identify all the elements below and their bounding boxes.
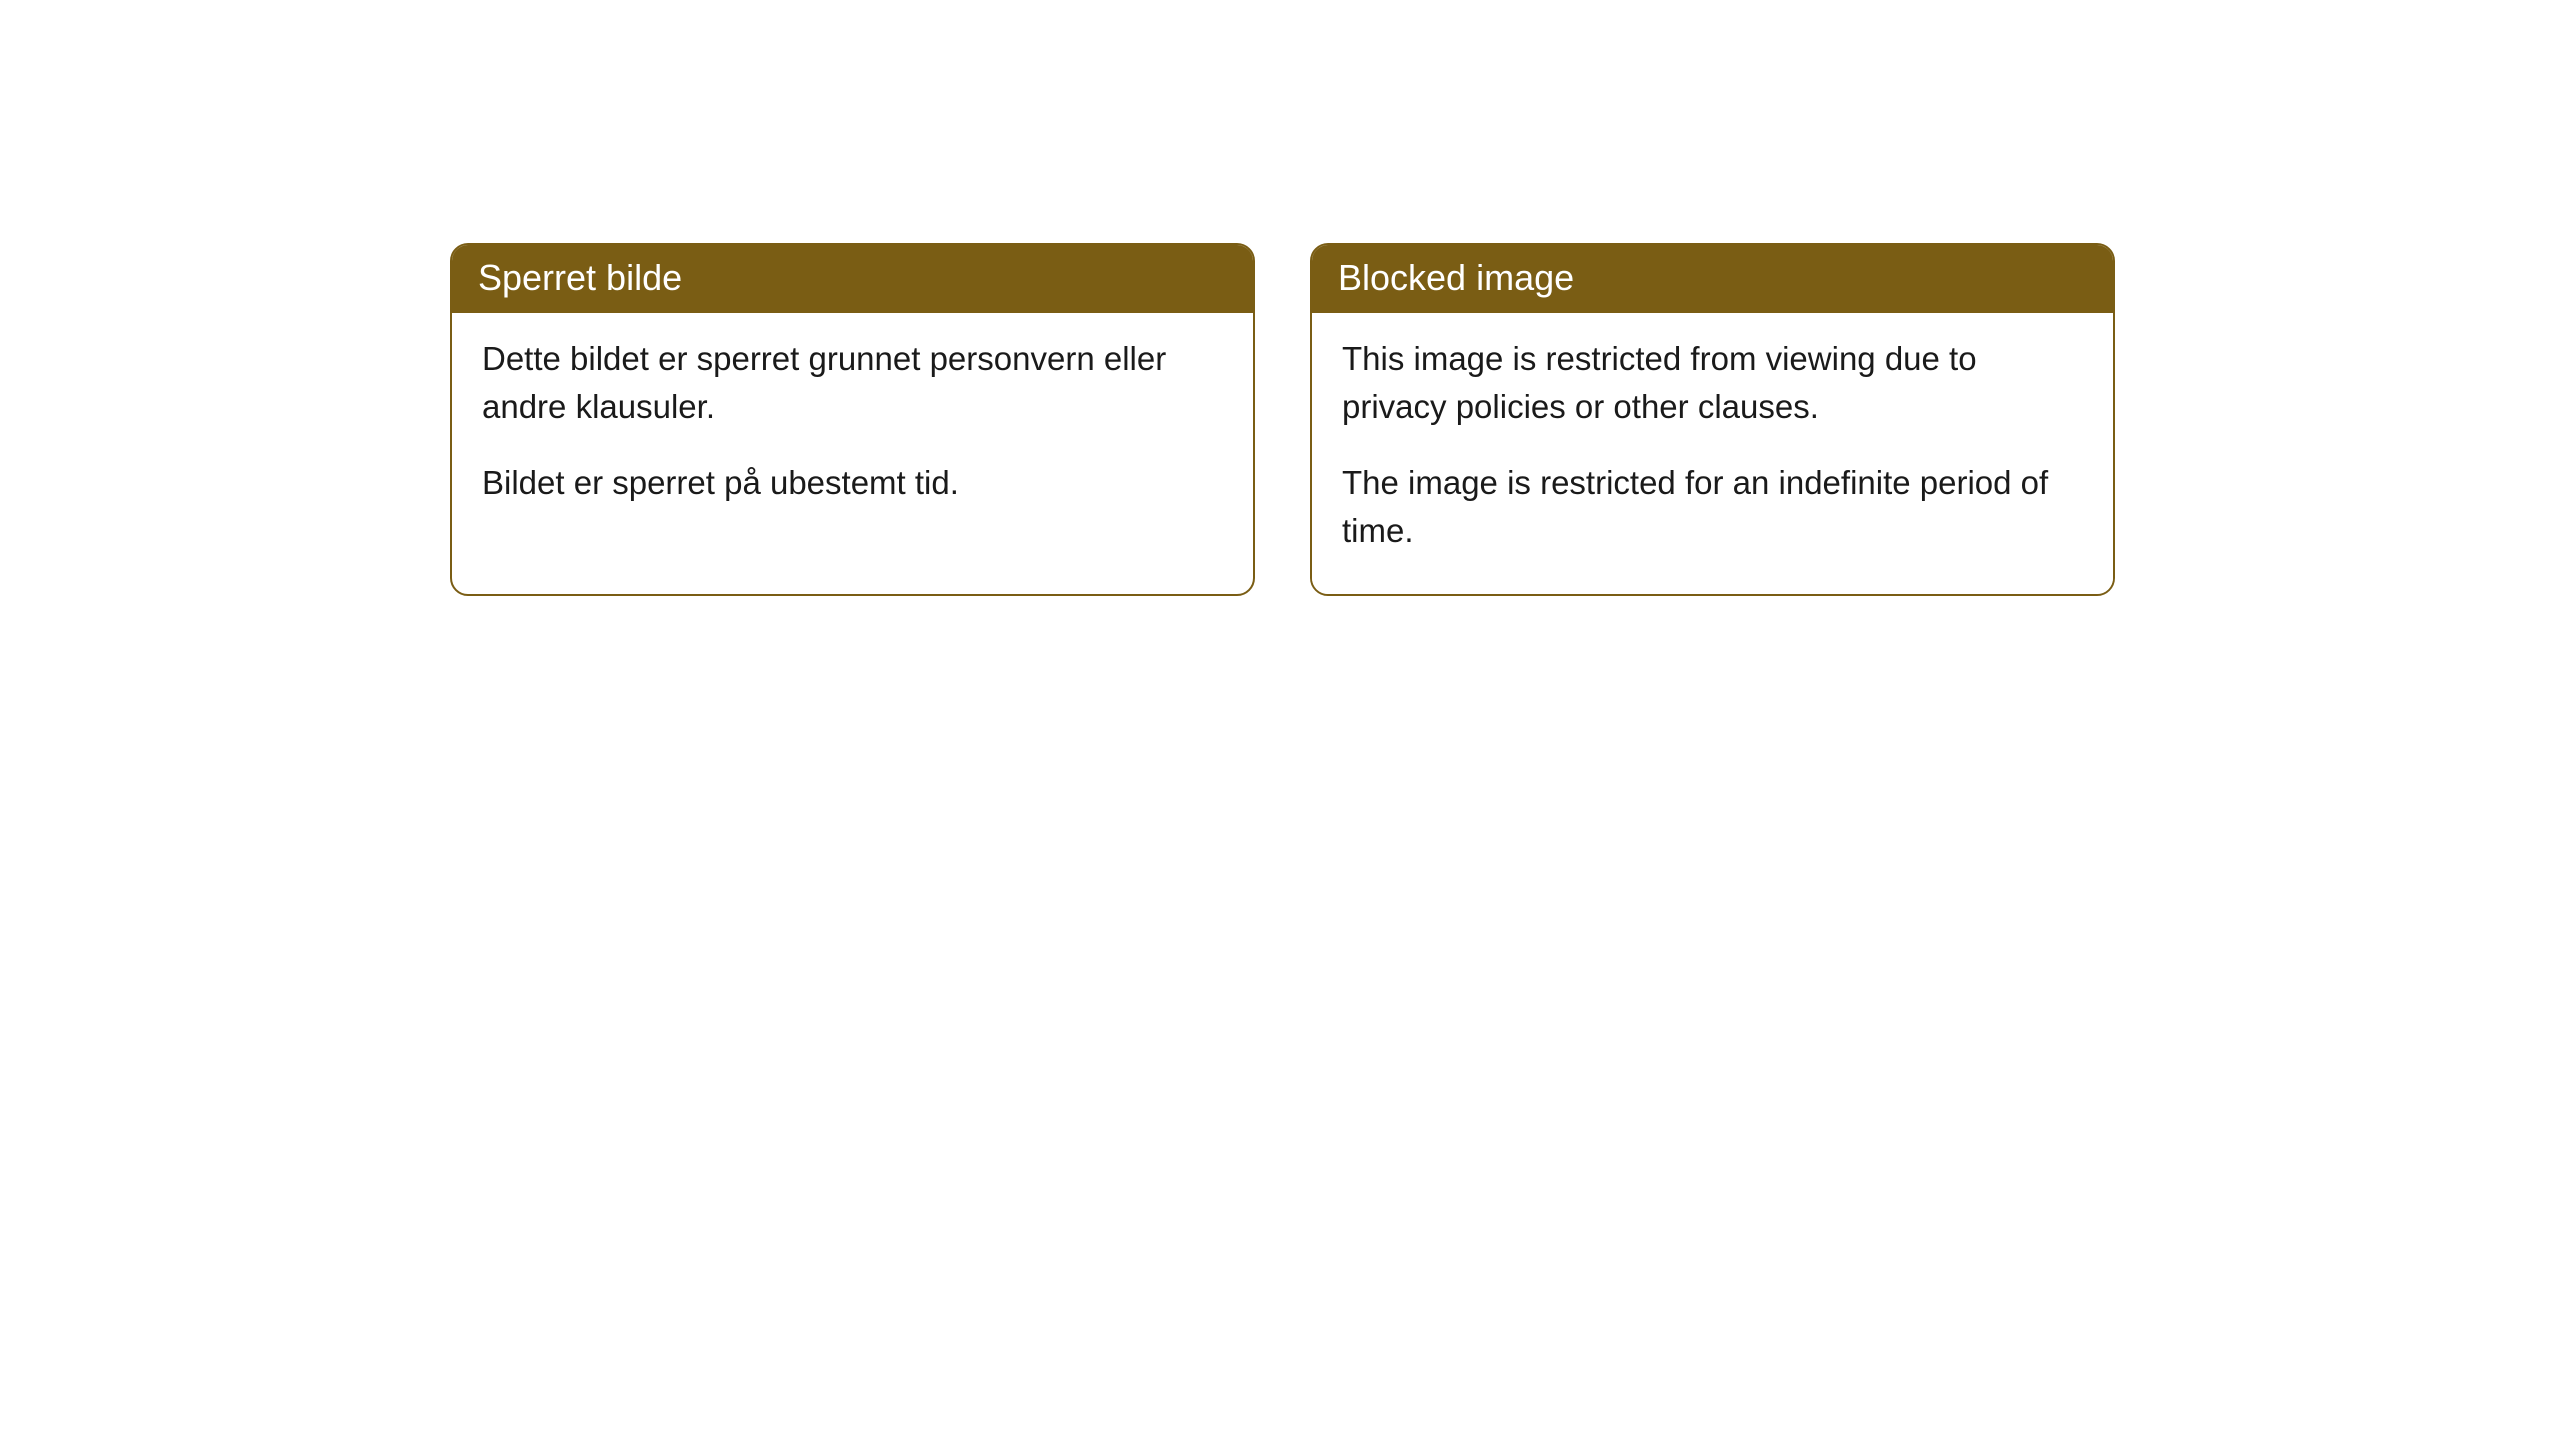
blocked-image-card-english: Blocked image This image is restricted f… <box>1310 243 2115 596</box>
blocked-image-card-norwegian: Sperret bilde Dette bildet er sperret gr… <box>450 243 1255 596</box>
card-paragraph: The image is restricted for an indefinit… <box>1342 459 2083 555</box>
card-paragraph: This image is restricted from viewing du… <box>1342 335 2083 431</box>
card-body: Dette bildet er sperret grunnet personve… <box>452 313 1253 547</box>
card-body: This image is restricted from viewing du… <box>1312 313 2113 594</box>
cards-container: Sperret bilde Dette bildet er sperret gr… <box>450 243 2115 596</box>
card-paragraph: Bildet er sperret på ubestemt tid. <box>482 459 1223 507</box>
card-paragraph: Dette bildet er sperret grunnet personve… <box>482 335 1223 431</box>
card-header: Blocked image <box>1312 245 2113 313</box>
card-header: Sperret bilde <box>452 245 1253 313</box>
